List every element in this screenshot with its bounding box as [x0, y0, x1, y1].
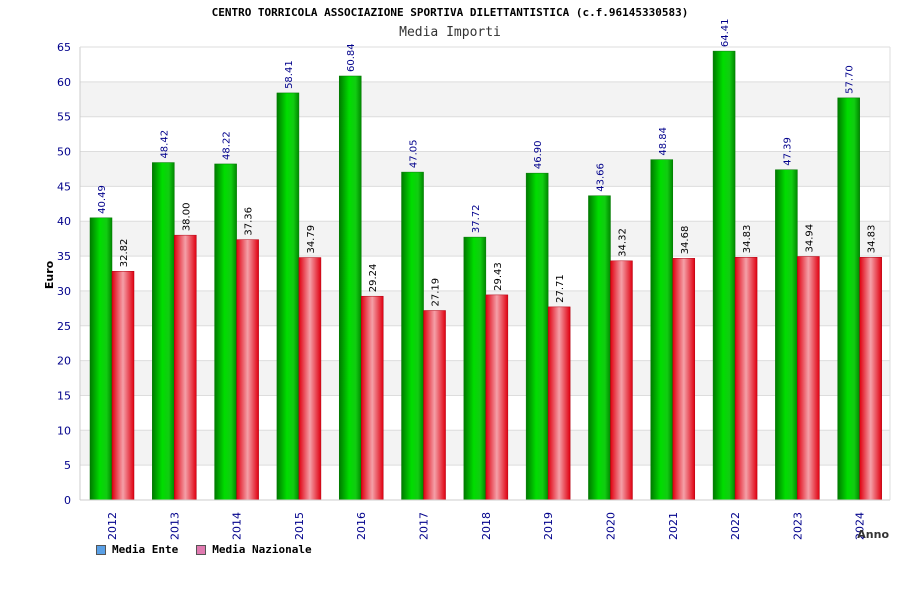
data-label: 58.41 [284, 60, 295, 89]
y-tick-labels: 0 5 10 15 20 25 30 35 40 45 50 55 60 65 [57, 41, 71, 507]
bar-media-ente [401, 171, 424, 501]
bar-media-ente [152, 162, 175, 501]
y-tick-label: 55 [57, 111, 71, 124]
data-label: 34.83 [742, 225, 753, 254]
bar-media-ente [214, 163, 237, 501]
data-label: 48.84 [658, 127, 669, 156]
value-labels: 40.49 32.82 48.42 38.00 48.22 37.36 58.41 34.79… [97, 18, 878, 306]
bar-media-nazionale [111, 271, 135, 501]
y-tick-label: 25 [57, 320, 71, 333]
bar-media-nazionale [547, 306, 571, 501]
bar-media-ente [650, 159, 674, 501]
bar-media-ente [525, 172, 549, 501]
data-label: 46.90 [533, 141, 544, 170]
data-label: 37.72 [471, 204, 482, 233]
x-tick-label: 2019 [542, 512, 555, 540]
bar-media-ente [837, 97, 860, 501]
bar-media-ente [775, 169, 798, 501]
bar-media-nazionale [734, 257, 758, 501]
grid-band [80, 81, 890, 117]
bar-media-nazionale [610, 260, 633, 501]
y-tick-label: 20 [57, 355, 71, 368]
bar-media-ente [276, 92, 300, 501]
data-label: 34.79 [306, 225, 317, 254]
y-tick-label: 40 [57, 215, 71, 228]
chart-title: CENTRO TORRICOLA ASSOCIAZIONE SPORTIVA D… [211, 6, 689, 19]
legend-swatch-ente [96, 544, 106, 555]
x-tick-label: 2018 [480, 512, 493, 540]
y-tick-label: 65 [57, 41, 71, 54]
data-label: 29.24 [368, 264, 379, 293]
grid-band [80, 151, 890, 187]
y-tick-label: 10 [57, 424, 71, 437]
y-tick-label: 30 [57, 285, 71, 298]
data-label: 64.41 [720, 18, 731, 47]
data-label: 27.71 [555, 274, 566, 303]
x-tick-label: 2023 [791, 512, 804, 540]
axes [79, 46, 891, 501]
bar-media-ente [338, 75, 362, 501]
x-tick-label: 2017 [418, 512, 431, 540]
bar-media-ente [712, 50, 736, 501]
bars-group [89, 50, 882, 501]
legend-item-ente: Media Ente [96, 543, 178, 556]
data-label: 37.36 [244, 207, 255, 236]
data-label: 34.68 [680, 226, 691, 255]
bar-media-ente [463, 236, 487, 501]
y-tick-label: 0 [64, 494, 71, 507]
y-tick-label: 15 [57, 389, 71, 402]
legend-swatch-nazionale [196, 544, 207, 555]
x-tick-label: 2013 [168, 512, 181, 540]
data-label: 40.49 [97, 185, 108, 214]
data-label: 48.42 [159, 130, 170, 159]
bar-media-nazionale [797, 256, 820, 501]
y-tick-label: 60 [57, 76, 71, 89]
data-label: 29.43 [493, 262, 504, 291]
data-label: 34.32 [617, 228, 628, 257]
x-tick-label: 2021 [667, 512, 680, 540]
x-axis-label: Anno [857, 528, 889, 541]
chart-subtitle: Media Importi [399, 25, 501, 40]
x-tick-label: 2015 [293, 512, 306, 540]
x-tick-label: 2020 [604, 512, 617, 540]
bar-media-nazionale [423, 310, 446, 501]
y-tick-label: 35 [57, 250, 71, 263]
y-tick-label: 50 [57, 146, 71, 159]
bar-media-ente [89, 217, 113, 501]
y-tick-label: 5 [64, 459, 71, 472]
y-tick-label: 45 [57, 180, 71, 193]
data-label: 57.70 [845, 65, 856, 94]
data-label: 60.84 [346, 43, 357, 72]
legend: Media Ente Media Nazionale [96, 543, 312, 556]
x-tick-label: 2016 [355, 512, 368, 540]
y-axis-label: Euro [43, 260, 56, 289]
data-label: 34.94 [804, 224, 815, 253]
legend-label-ente: Media Ente [112, 543, 179, 556]
data-label: 27.19 [431, 278, 442, 307]
data-label: 47.05 [409, 139, 420, 168]
data-label: 43.66 [595, 163, 606, 192]
bar-media-nazionale [672, 258, 696, 501]
bar-media-nazionale [236, 239, 259, 501]
bar-media-nazionale [859, 257, 882, 501]
x-tick-labels: 2012 2013 2014 2015 2016 2017 2018 2019 2020 2021… [106, 512, 867, 540]
x-tick-label: 2012 [106, 512, 119, 540]
bar-media-nazionale [360, 295, 384, 501]
bar-media-nazionale [485, 294, 509, 501]
x-tick-label: 2022 [729, 512, 742, 540]
x-tick-label: 2014 [231, 512, 244, 540]
legend-label-nazionale: Media Nazionale [212, 543, 312, 556]
x-tick-label: 2024 [854, 512, 867, 540]
bar-media-nazionale [298, 257, 322, 501]
bar-media-ente [588, 195, 611, 501]
data-label: 32.82 [119, 239, 130, 268]
bar-media-nazionale [174, 234, 197, 501]
data-label: 34.83 [867, 225, 878, 254]
data-label: 48.22 [222, 131, 233, 160]
legend-item-nazionale: Media Nazionale [196, 543, 312, 556]
data-label: 38.00 [181, 203, 192, 232]
data-label: 47.39 [782, 137, 793, 166]
